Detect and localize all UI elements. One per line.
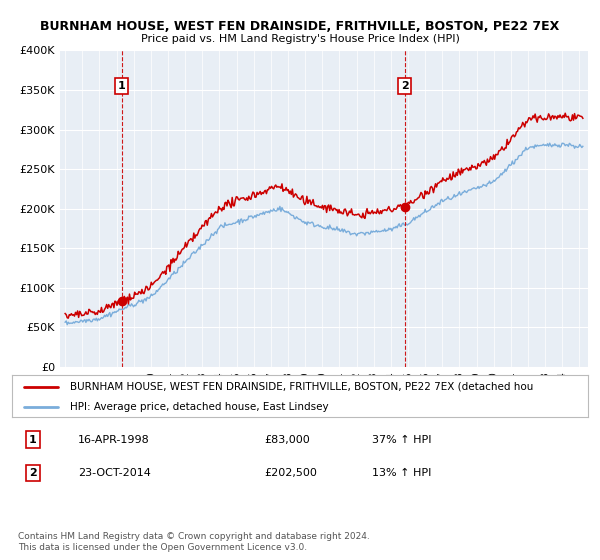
Text: 13% ↑ HPI: 13% ↑ HPI [372,468,431,478]
Text: 37% ↑ HPI: 37% ↑ HPI [372,435,431,445]
Text: Price paid vs. HM Land Registry's House Price Index (HPI): Price paid vs. HM Land Registry's House … [140,34,460,44]
Text: £83,000: £83,000 [264,435,310,445]
Text: 1: 1 [118,81,125,91]
Text: BURNHAM HOUSE, WEST FEN DRAINSIDE, FRITHVILLE, BOSTON, PE22 7EX: BURNHAM HOUSE, WEST FEN DRAINSIDE, FRITH… [40,20,560,32]
Text: 23-OCT-2014: 23-OCT-2014 [78,468,151,478]
Text: HPI: Average price, detached house, East Lindsey: HPI: Average price, detached house, East… [70,402,328,412]
Text: 2: 2 [29,468,37,478]
Text: 16-APR-1998: 16-APR-1998 [78,435,150,445]
Text: 1: 1 [29,435,37,445]
Text: Contains HM Land Registry data © Crown copyright and database right 2024.
This d: Contains HM Land Registry data © Crown c… [18,532,370,552]
Text: £202,500: £202,500 [264,468,317,478]
Text: 2: 2 [401,81,409,91]
Text: BURNHAM HOUSE, WEST FEN DRAINSIDE, FRITHVILLE, BOSTON, PE22 7EX (detached hou: BURNHAM HOUSE, WEST FEN DRAINSIDE, FRITH… [70,382,533,392]
